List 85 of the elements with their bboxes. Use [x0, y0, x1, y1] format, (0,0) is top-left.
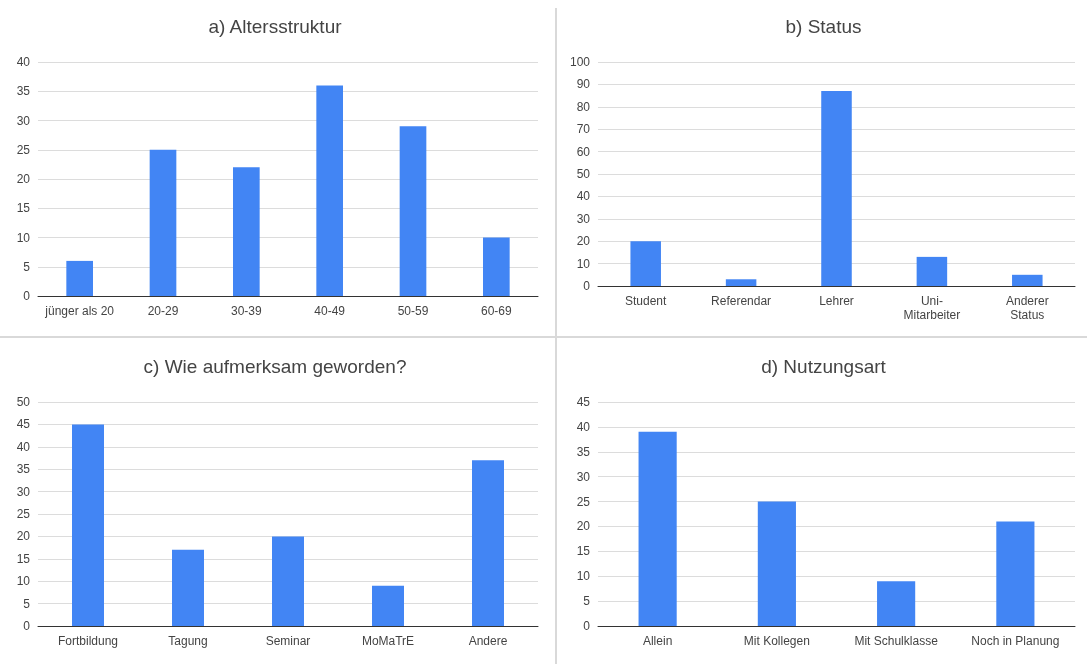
- y-tick-label: 80: [576, 99, 591, 114]
- chart-title: c) Wie aufmerksam geworden?: [143, 356, 407, 377]
- y-tick-label: 60: [576, 144, 591, 159]
- bar: [172, 549, 204, 626]
- x-tick-label: Seminar: [265, 634, 311, 648]
- x-tick-label: Student: [625, 294, 668, 308]
- y-tick-label: 40: [16, 439, 31, 454]
- x-tick-label: 30-39: [230, 304, 262, 318]
- y-tick-label: 45: [576, 395, 591, 409]
- y-tick-label: 50: [16, 395, 31, 409]
- y-tick-label: 35: [576, 444, 591, 459]
- bar: [1012, 274, 1043, 286]
- y-tick-label: 45: [16, 417, 31, 432]
- x-tick-label: Lehrer: [819, 294, 854, 308]
- y-tick-label: 10: [16, 574, 31, 589]
- chart-title: d) Nutzungsart: [761, 356, 887, 377]
- y-tick-label: 10: [576, 569, 591, 584]
- y-tick-label: 100: [569, 55, 591, 69]
- bar: [316, 85, 343, 296]
- x-tick-label: Tagung: [168, 634, 208, 648]
- chart-title: b) Status: [785, 16, 862, 37]
- x-tick-label: Anderer Status: [1005, 294, 1049, 322]
- y-tick-label: 20: [576, 519, 591, 534]
- bar: [272, 536, 304, 626]
- bar: [638, 431, 677, 626]
- y-tick-label: 0: [23, 289, 31, 303]
- x-tick-label: 60-69: [480, 304, 512, 318]
- y-tick-label: 35: [16, 462, 31, 477]
- y-tick-label: 70: [576, 122, 591, 137]
- y-tick-label: 15: [16, 551, 31, 566]
- bar: [66, 260, 93, 296]
- y-tick-label: 5: [583, 594, 591, 609]
- bar: [877, 581, 916, 626]
- y-tick-label: 25: [16, 507, 31, 521]
- x-tick-label: Mit Schulklasse: [854, 634, 939, 648]
- x-tick-label: Uni- Mitarbeiter: [903, 294, 961, 322]
- y-tick-label: 0: [583, 279, 591, 293]
- y-tick-label: 25: [16, 142, 31, 157]
- chart-title: a) Altersstruktur: [208, 16, 343, 37]
- y-tick-label: 30: [576, 211, 591, 226]
- x-tick-label: Fortbildung: [57, 634, 119, 648]
- bar: [483, 237, 510, 296]
- y-tick-label: 15: [576, 544, 591, 559]
- y-tick-label: 30: [576, 469, 591, 484]
- bar: [757, 501, 796, 626]
- y-tick-label: 25: [576, 494, 591, 509]
- bar: [149, 149, 177, 296]
- y-tick-label: 40: [16, 55, 31, 69]
- y-tick-label: 10: [16, 230, 31, 245]
- bar: [996, 521, 1035, 626]
- y-tick-label: 0: [583, 619, 591, 633]
- y-tick-label: 50: [576, 167, 591, 181]
- y-tick-label: 40: [576, 189, 591, 204]
- y-tick-label: 5: [23, 596, 31, 611]
- y-tick-label: 30: [16, 113, 31, 128]
- x-tick-label: Andere: [468, 634, 508, 648]
- y-tick-label: 5: [23, 259, 31, 274]
- y-tick-label: 90: [576, 77, 591, 92]
- y-tick-label: 30: [16, 484, 31, 499]
- y-tick-label: 20: [16, 529, 31, 544]
- x-tick-label: Referendar: [711, 294, 772, 308]
- x-tick-label: jünger als 20: [44, 304, 115, 318]
- y-tick-label: 20: [16, 172, 31, 186]
- y-tick-label: 40: [576, 419, 591, 434]
- y-tick-label: 35: [16, 84, 31, 99]
- x-tick-label: Allein: [642, 634, 673, 648]
- x-tick-label: 50-59: [397, 304, 429, 318]
- bar: [725, 279, 757, 286]
- bar: [821, 91, 852, 286]
- y-tick-label: 15: [16, 201, 31, 216]
- x-tick-label: 20-29: [147, 304, 179, 318]
- y-tick-label: 10: [576, 256, 591, 271]
- x-tick-label: Mit Kollegen: [743, 634, 810, 648]
- bar: [372, 585, 404, 626]
- bar: [233, 167, 260, 296]
- x-tick-label: MoMaTrE: [361, 634, 415, 648]
- bar: [630, 241, 661, 286]
- bar: [72, 424, 104, 626]
- bar: [472, 460, 504, 626]
- y-tick-label: 0: [23, 619, 31, 633]
- y-tick-label: 20: [576, 234, 591, 249]
- x-tick-label: 40-49: [314, 304, 346, 318]
- bar: [399, 126, 427, 296]
- bar: [916, 256, 948, 286]
- x-tick-label: Noch in Planung: [971, 634, 1060, 648]
